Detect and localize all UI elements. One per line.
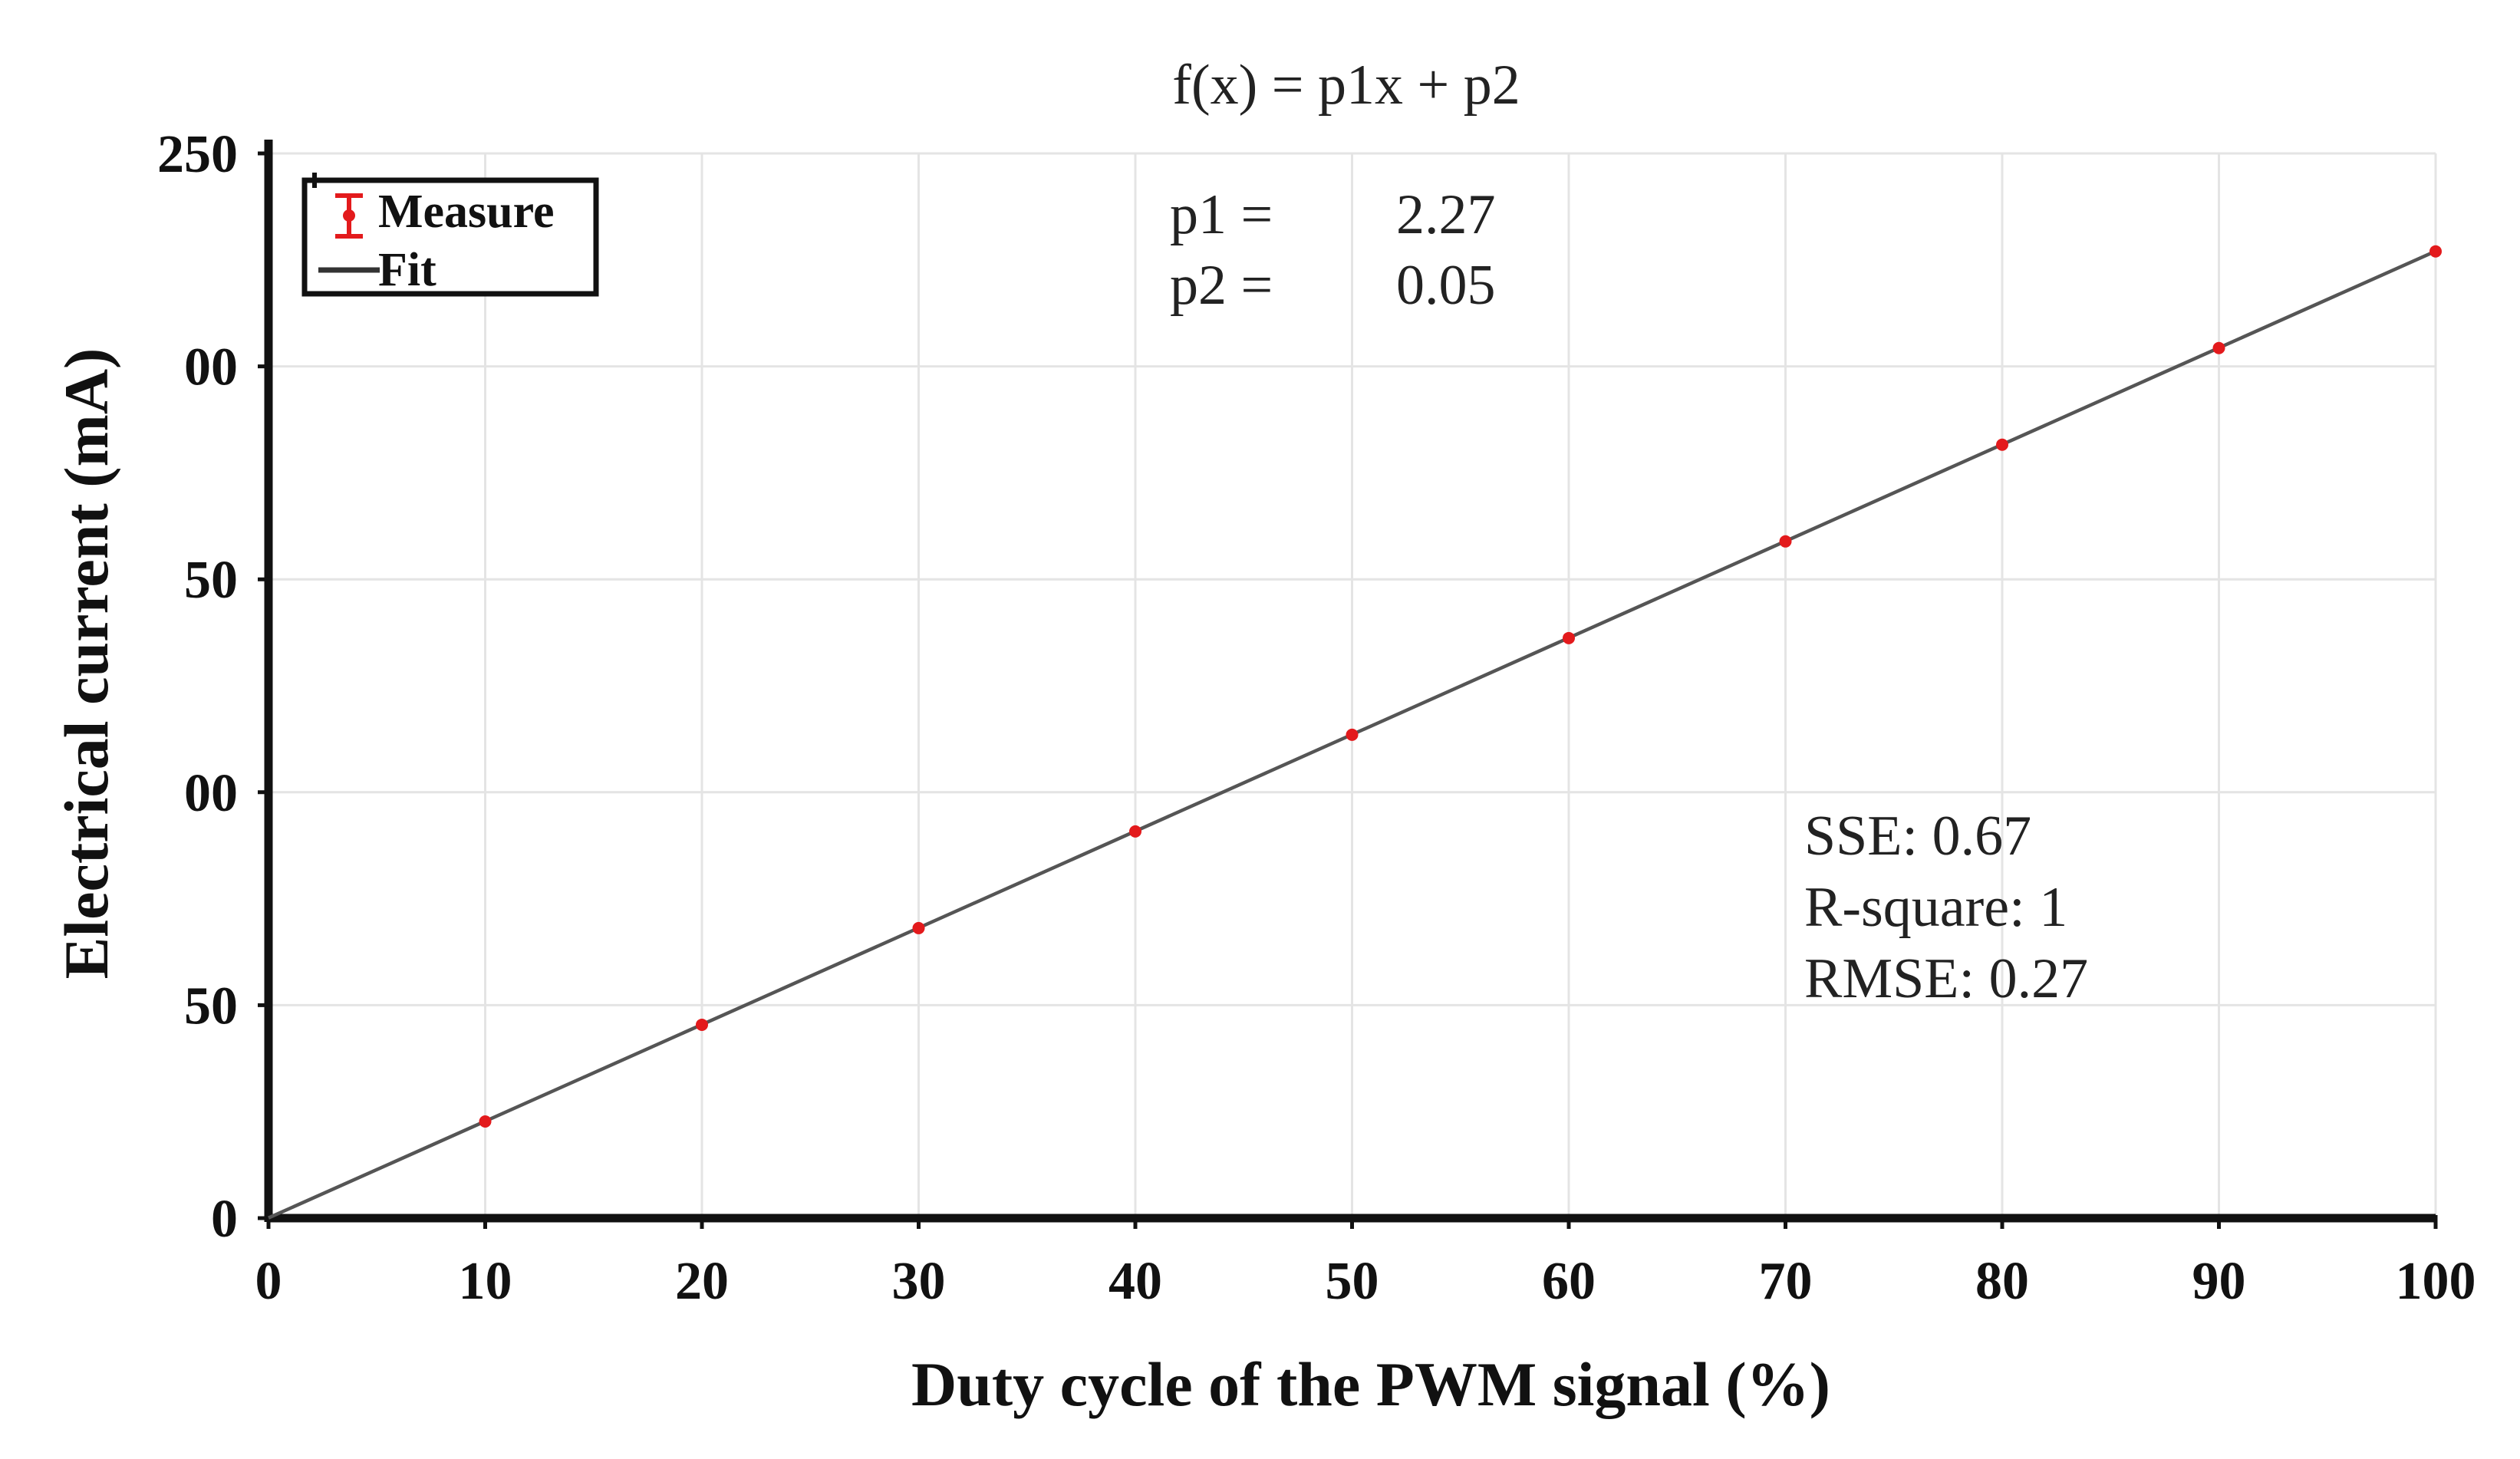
- y-tick-label: 50: [184, 551, 238, 610]
- x-tick-label: 60: [1542, 1252, 1596, 1311]
- x-tick-label: 100: [2396, 1252, 2476, 1311]
- measure-point: [912, 921, 925, 934]
- legend-measure-marker: [335, 193, 363, 239]
- chart-title: f(x) = p1x + p2: [1172, 54, 1520, 117]
- x-tick-label: 40: [1108, 1252, 1162, 1311]
- measure-point: [696, 1018, 708, 1031]
- x-tick-label: 20: [675, 1252, 729, 1311]
- grid: [268, 152, 2437, 1218]
- y-tick-label: 00: [184, 338, 238, 397]
- legend-measure-dot-icon: [343, 209, 355, 222]
- coefficients-block: p1 = 2.27 p2 = 0.05: [1170, 183, 1496, 317]
- x-axis-title: Duty cycle of the PWM signal (%): [911, 1349, 1830, 1419]
- x-tick-label: 90: [2192, 1252, 2246, 1311]
- tick-labels: 0 10 20 30 40 50 60 70 80 90 100 0 50 00 50 00 250: [157, 125, 2476, 1311]
- x-tick-label: 10: [459, 1252, 512, 1311]
- stat-rmse: RMSE: 0.27: [1804, 947, 2088, 1010]
- x-tick-label: 50: [1326, 1252, 1379, 1311]
- y-axis-title: Electrical current (mA): [51, 348, 121, 980]
- coef-p1-name: p1 =: [1170, 183, 1273, 246]
- legend-fit-label: Fit: [378, 244, 436, 296]
- stat-sse: SSE: 0.67: [1804, 805, 2031, 868]
- y-tick-label: 00: [184, 764, 238, 823]
- measure-point: [479, 1115, 492, 1128]
- legend: Measure Fit: [301, 173, 599, 297]
- measure-point: [2429, 245, 2442, 258]
- coef-p2-value: 0.05: [1396, 254, 1496, 317]
- y-tick-label: 0: [211, 1190, 238, 1249]
- coef-p2-name: p2 =: [1170, 254, 1273, 317]
- x-tick-label: 70: [1759, 1252, 1813, 1311]
- y-tick-label: 50: [184, 977, 238, 1036]
- fit-stats-block: SSE: 0.67 R-square: 1 RMSE: 0.27: [1804, 805, 2088, 1010]
- measure-point: [1779, 535, 1792, 548]
- x-tick-label: 0: [255, 1252, 282, 1311]
- coef-p1-value: 2.27: [1396, 183, 1496, 246]
- measure-point: [1346, 728, 1359, 741]
- y-tick-label: 250: [157, 125, 238, 184]
- x-tick-label: 80: [1975, 1252, 2029, 1311]
- x-tick-label: 30: [892, 1252, 946, 1311]
- measure-series: [479, 245, 2442, 1128]
- measure-point: [1563, 631, 1575, 644]
- legend-measure-label: Measure: [378, 186, 555, 238]
- measure-point: [1996, 438, 2008, 451]
- stat-r-square: R-square: 1: [1804, 876, 2067, 939]
- measure-point: [1129, 825, 1141, 838]
- measure-point: [2212, 341, 2225, 354]
